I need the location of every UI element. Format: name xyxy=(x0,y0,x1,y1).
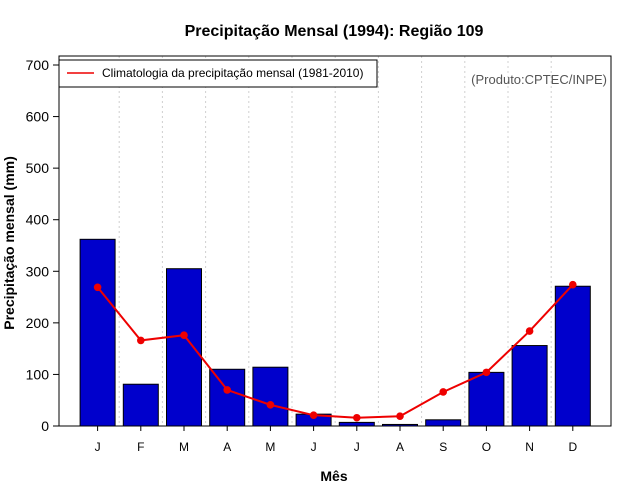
bar-J xyxy=(338,421,375,427)
legend: Climatologia da precipitação mensal (198… xyxy=(58,59,378,88)
x-tick-label: A xyxy=(223,440,231,454)
bar-M xyxy=(252,366,289,427)
x-tick-label: D xyxy=(568,440,577,454)
y-tick-label: 200 xyxy=(26,315,50,331)
climatology-point-O xyxy=(482,368,491,377)
climatology-point-N xyxy=(525,327,534,335)
x-tick-label: J xyxy=(311,440,317,454)
y-tick-label: 100 xyxy=(26,366,50,382)
climatology-point-J xyxy=(93,283,102,292)
source-annotation: (Produto:CPTEC/INPE) xyxy=(471,72,607,87)
x-tick-label: S xyxy=(439,440,447,454)
y-axis-label: Precipitação mensal (mm) xyxy=(1,156,17,330)
x-axis-label: Mês xyxy=(320,468,347,484)
climatology-point-A xyxy=(223,386,231,394)
legend-box xyxy=(58,59,378,88)
bar-A xyxy=(209,368,246,427)
climatology-point-J xyxy=(309,411,318,419)
bar-M xyxy=(166,268,202,427)
x-tick-label: O xyxy=(482,440,491,454)
x-tick-label: A xyxy=(396,440,404,454)
climatology-point-D xyxy=(569,280,577,289)
x-tick-label: M xyxy=(179,440,189,454)
plot-frame xyxy=(58,55,612,427)
climatology-point-S xyxy=(439,388,448,396)
x-tick-label: J xyxy=(354,440,360,454)
y-tick-label: 400 xyxy=(26,212,50,228)
grid-lines xyxy=(118,56,552,426)
bar-D xyxy=(554,285,591,427)
y-axis-ticks: 0 100 200 300 400 500 600 700 xyxy=(26,57,59,434)
legend-entry: Climatologia da precipitação mensal (198… xyxy=(102,66,363,80)
y-tick-label: 0 xyxy=(41,418,49,434)
y-tick-label: 500 xyxy=(26,160,50,176)
climatology-point-M xyxy=(180,331,188,340)
bar-N xyxy=(511,345,548,427)
bar-F xyxy=(122,383,159,427)
y-tick-label: 700 xyxy=(26,57,50,73)
bars xyxy=(79,238,591,427)
chart-title: Precipitação Mensal (1994): Região 109 xyxy=(185,23,484,40)
bar-O xyxy=(468,371,505,427)
climatology-point-A xyxy=(396,412,404,421)
climatology-line xyxy=(93,280,577,422)
climatology-point-J xyxy=(353,413,361,422)
climatology-point-M xyxy=(266,401,275,409)
bar-S xyxy=(425,419,462,427)
bar-J xyxy=(79,238,116,427)
x-tick-label: F xyxy=(137,440,144,454)
x-tick-label: M xyxy=(265,440,275,454)
climatology-point-F xyxy=(137,336,145,345)
x-tick-label: J xyxy=(95,440,101,454)
climatology-polyline xyxy=(96,284,574,419)
x-tick-label: N xyxy=(525,440,534,454)
y-tick-label: 600 xyxy=(26,109,50,125)
y-tick-label: 300 xyxy=(26,263,50,279)
